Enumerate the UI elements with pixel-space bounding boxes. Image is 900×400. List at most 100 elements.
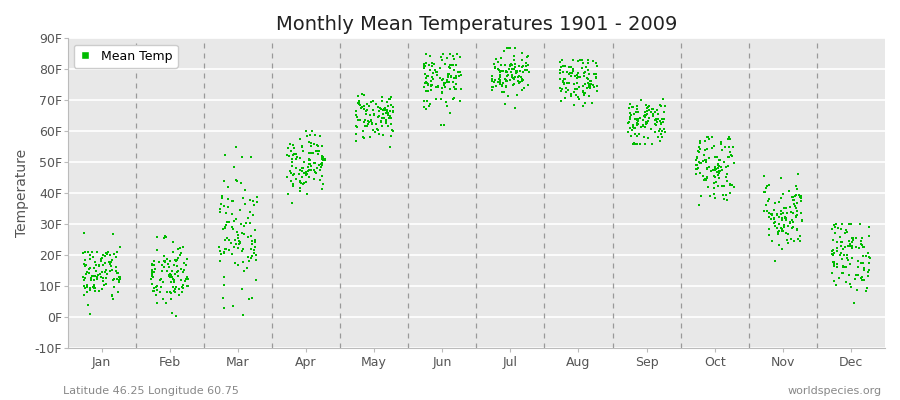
- Point: [172, 286, 186, 292]
- Point: [287, 144, 302, 151]
- Point: [692, 149, 706, 156]
- Point: [785, 216, 799, 223]
- Point: [226, 226, 240, 232]
- Point: [434, 54, 448, 60]
- Point: [572, 57, 587, 63]
- Point: [97, 282, 112, 288]
- Point: [145, 267, 159, 273]
- Point: [693, 145, 707, 152]
- Point: [78, 257, 93, 264]
- Point: [281, 144, 295, 151]
- Point: [81, 265, 95, 272]
- Point: [780, 223, 795, 230]
- Point: [424, 78, 438, 84]
- Point: [283, 141, 297, 148]
- Point: [374, 123, 389, 129]
- Point: [719, 191, 733, 198]
- Point: [360, 107, 374, 114]
- Point: [757, 208, 771, 214]
- Point: [431, 84, 446, 90]
- Point: [364, 117, 378, 123]
- Point: [493, 74, 508, 80]
- Point: [104, 259, 119, 265]
- Point: [310, 148, 325, 154]
- Point: [222, 237, 237, 243]
- Point: [315, 143, 329, 150]
- Point: [562, 71, 576, 78]
- Point: [358, 117, 373, 124]
- Point: [494, 89, 508, 95]
- Point: [428, 96, 443, 102]
- Point: [500, 44, 514, 51]
- Point: [373, 105, 387, 112]
- Point: [507, 66, 521, 72]
- Point: [372, 114, 386, 120]
- Point: [775, 190, 789, 197]
- Point: [515, 64, 529, 70]
- Point: [148, 266, 162, 272]
- Point: [179, 256, 194, 262]
- Point: [862, 260, 877, 266]
- Point: [104, 262, 118, 269]
- Point: [245, 238, 259, 244]
- Point: [571, 57, 585, 64]
- Point: [285, 200, 300, 206]
- Point: [248, 246, 262, 253]
- Point: [497, 89, 511, 96]
- Point: [497, 48, 511, 54]
- Point: [239, 265, 254, 271]
- Point: [300, 191, 314, 197]
- Point: [842, 272, 856, 278]
- Point: [657, 129, 671, 136]
- Point: [453, 97, 467, 104]
- Point: [425, 63, 439, 70]
- Point: [94, 256, 108, 262]
- Point: [92, 263, 106, 270]
- Point: [440, 71, 454, 77]
- Point: [95, 275, 110, 281]
- Point: [377, 115, 392, 121]
- Point: [700, 174, 715, 180]
- Point: [584, 80, 598, 87]
- Point: [382, 103, 396, 110]
- Point: [652, 128, 666, 134]
- Point: [707, 166, 722, 172]
- Point: [442, 79, 456, 86]
- Point: [710, 154, 724, 160]
- Point: [418, 104, 432, 111]
- Text: Latitude 46.25 Longitude 60.75: Latitude 46.25 Longitude 60.75: [63, 386, 238, 396]
- Point: [726, 184, 741, 190]
- Point: [299, 172, 313, 178]
- Point: [711, 174, 725, 181]
- Point: [450, 50, 464, 57]
- Point: [515, 76, 529, 82]
- Point: [167, 257, 182, 264]
- Point: [505, 74, 519, 81]
- Point: [553, 67, 567, 73]
- Point: [700, 145, 715, 152]
- Point: [651, 116, 665, 122]
- Point: [176, 269, 191, 276]
- Point: [449, 75, 464, 81]
- Point: [857, 244, 871, 250]
- Point: [762, 182, 777, 188]
- Point: [77, 277, 92, 283]
- Point: [166, 276, 180, 282]
- Point: [836, 264, 850, 270]
- Point: [834, 239, 849, 246]
- Point: [494, 62, 508, 68]
- Point: [366, 107, 381, 113]
- Point: [245, 295, 259, 301]
- Point: [645, 111, 660, 118]
- Point: [650, 118, 664, 125]
- Point: [626, 140, 641, 146]
- Point: [761, 214, 776, 220]
- Point: [761, 232, 776, 238]
- Point: [628, 125, 643, 131]
- Point: [656, 109, 670, 116]
- Point: [699, 134, 714, 140]
- Point: [640, 110, 654, 117]
- Point: [158, 258, 172, 264]
- Point: [556, 76, 571, 82]
- Point: [653, 118, 668, 124]
